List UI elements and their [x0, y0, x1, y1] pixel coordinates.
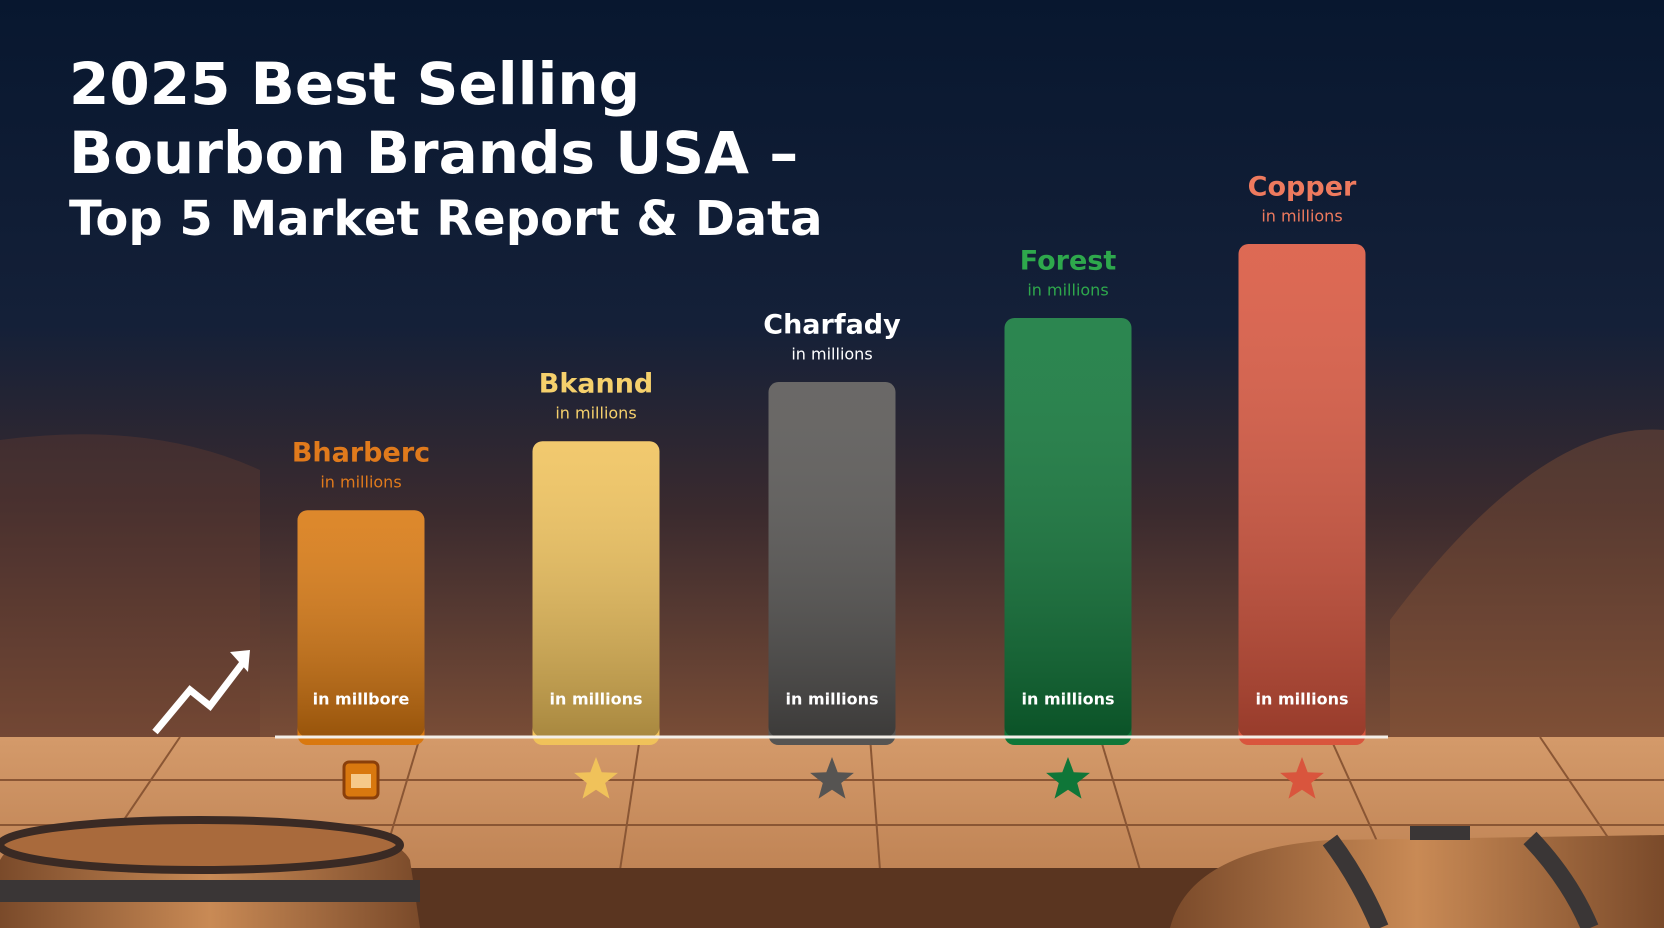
inner-label: in millions	[1256, 690, 1349, 709]
bar-shade	[1004, 317, 1132, 737]
bar-shade	[297, 510, 425, 737]
trend-arrow-head	[230, 650, 250, 672]
unit-label: in millions	[555, 404, 636, 423]
hill	[0, 434, 260, 740]
star-icon	[1280, 757, 1324, 799]
unit-label: in millions	[1027, 280, 1108, 299]
star-icon	[810, 757, 854, 799]
barrel-right	[1170, 826, 1664, 928]
inner-label: in millions	[1022, 690, 1115, 709]
trend-arrow	[152, 657, 248, 735]
star-icon	[1046, 757, 1090, 799]
inner-label: in millbore	[313, 690, 410, 709]
unit-label: in millions	[320, 473, 401, 492]
bar-label: Charfady	[763, 310, 901, 341]
title: 2025 Best Selling Bourbon Brands USA – T…	[69, 50, 823, 247]
bar-label: Forest	[1020, 245, 1117, 276]
unit-label: in millions	[791, 345, 872, 364]
barrel-left	[0, 816, 420, 928]
star-icon	[574, 757, 618, 799]
bar-label: Copper	[1248, 172, 1357, 203]
inner-label: in millions	[550, 690, 643, 709]
hill	[1390, 429, 1664, 740]
bar-label: Bkannd	[539, 369, 654, 400]
title-line: Top 5 Market Report & Data	[69, 191, 823, 247]
title-line: 2025 Best Selling	[69, 50, 640, 118]
bar-shade	[532, 441, 660, 737]
bar-label: Bharberc	[292, 438, 430, 469]
unit-label: in millions	[1261, 207, 1342, 226]
glass-icon-inner	[351, 774, 371, 788]
inner-label: in millions	[786, 690, 879, 709]
title-line: Bourbon Brands USA –	[69, 119, 798, 187]
bar-shade	[768, 382, 896, 737]
bar-shade	[1238, 244, 1366, 737]
